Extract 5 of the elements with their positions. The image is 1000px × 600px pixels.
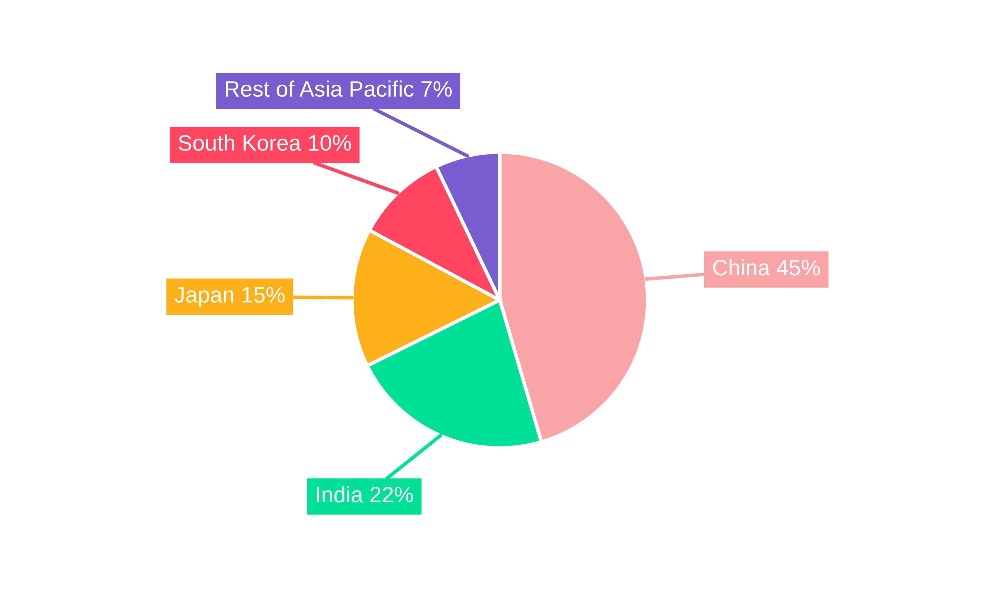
slice-label: China 45% bbox=[713, 259, 820, 276]
slice-label: South Korea 10% bbox=[178, 134, 352, 152]
slice-label: Rest of Asia Pacific 7% bbox=[226, 80, 452, 98]
slice-label: Japan 15% bbox=[174, 287, 285, 308]
slice-label: India 22% bbox=[317, 486, 414, 503]
